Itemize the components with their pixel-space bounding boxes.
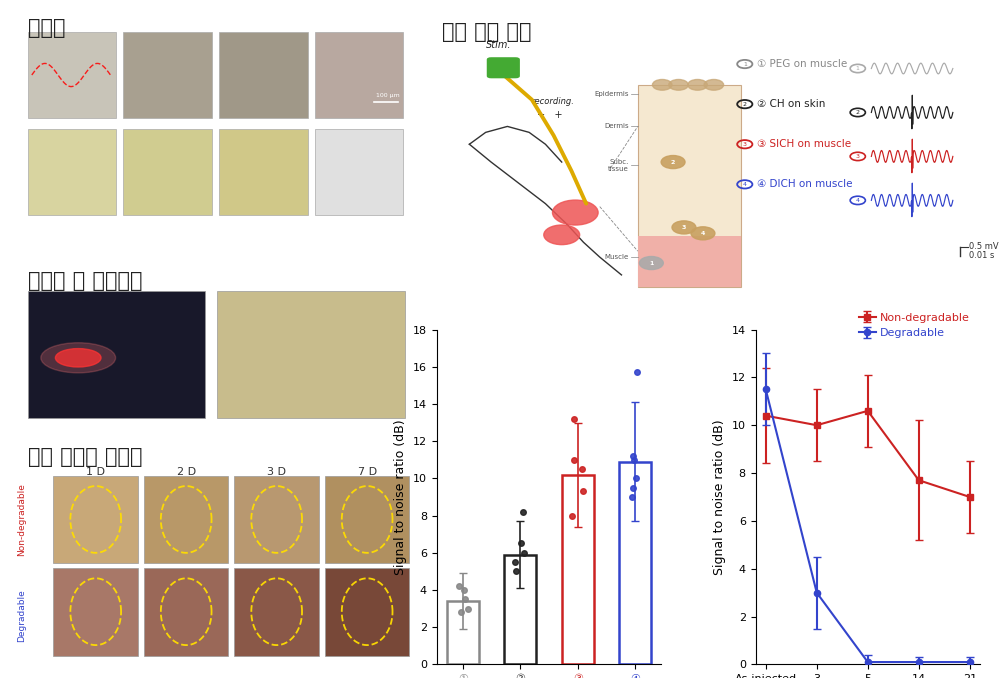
FancyBboxPatch shape bbox=[234, 475, 319, 563]
Text: recording.: recording. bbox=[532, 97, 575, 106]
FancyBboxPatch shape bbox=[325, 567, 409, 656]
Point bbox=[566, 414, 582, 424]
Text: 0.01 s: 0.01 s bbox=[969, 251, 994, 260]
Text: Subc.
tissue: Subc. tissue bbox=[608, 159, 629, 172]
Point bbox=[629, 367, 645, 378]
Point bbox=[451, 581, 467, 592]
Bar bbox=[619, 462, 651, 664]
Point bbox=[625, 482, 641, 493]
Text: 4: 4 bbox=[743, 182, 747, 187]
Text: Degradable: Degradable bbox=[17, 590, 26, 643]
Text: 2: 2 bbox=[743, 102, 747, 106]
Point bbox=[628, 473, 644, 484]
Point bbox=[516, 547, 532, 558]
Circle shape bbox=[544, 225, 580, 245]
Circle shape bbox=[41, 342, 116, 373]
Y-axis label: Signal to noise ratio (dB): Signal to noise ratio (dB) bbox=[713, 419, 726, 575]
Point bbox=[566, 454, 582, 465]
Text: 4: 4 bbox=[701, 231, 705, 236]
Text: Muscle: Muscle bbox=[605, 254, 629, 260]
FancyBboxPatch shape bbox=[28, 129, 116, 216]
Circle shape bbox=[55, 348, 101, 367]
Text: 1: 1 bbox=[649, 260, 654, 266]
Text: 7 D: 7 D bbox=[358, 466, 377, 477]
Text: ① PEG on muscle: ① PEG on muscle bbox=[757, 59, 848, 69]
Text: Dermis: Dermis bbox=[604, 123, 629, 129]
Bar bbox=[562, 475, 594, 664]
Circle shape bbox=[688, 79, 707, 90]
Text: 1: 1 bbox=[743, 62, 747, 66]
Point bbox=[624, 492, 640, 502]
Circle shape bbox=[672, 221, 696, 234]
Point bbox=[574, 464, 590, 475]
Point bbox=[507, 557, 523, 567]
Text: 4: 4 bbox=[856, 198, 860, 203]
Text: 2: 2 bbox=[856, 110, 860, 115]
Text: 2: 2 bbox=[671, 159, 675, 165]
Text: 3: 3 bbox=[856, 154, 860, 159]
Point bbox=[575, 486, 591, 497]
FancyBboxPatch shape bbox=[315, 129, 403, 216]
Text: 3: 3 bbox=[743, 142, 747, 146]
Text: 1 D: 1 D bbox=[86, 466, 105, 477]
Bar bbox=[447, 601, 479, 664]
Text: 생체 신호 측정 민감도 및 안정성: 생체 신호 측정 민감도 및 안정성 bbox=[442, 340, 641, 359]
Text: 생체 신호 측정: 생체 신호 측정 bbox=[442, 22, 532, 43]
Point bbox=[625, 451, 641, 462]
Circle shape bbox=[639, 256, 663, 270]
Text: Non-degradable: Non-degradable bbox=[17, 483, 26, 556]
FancyBboxPatch shape bbox=[638, 237, 741, 287]
Circle shape bbox=[661, 155, 685, 169]
Text: 전도성 및 등각접촉: 전도성 및 등각접촉 bbox=[28, 271, 142, 291]
FancyBboxPatch shape bbox=[123, 32, 212, 118]
Text: ② CH on skin: ② CH on skin bbox=[757, 99, 826, 109]
Text: 1: 1 bbox=[856, 66, 860, 71]
Text: Epidermis: Epidermis bbox=[595, 91, 629, 97]
Point bbox=[564, 510, 580, 521]
Point bbox=[453, 607, 469, 618]
Text: 100 μm: 100 μm bbox=[376, 93, 400, 98]
Text: 0.5 mV: 0.5 mV bbox=[969, 242, 998, 252]
Y-axis label: Signal to noise ratio (dB): Signal to noise ratio (dB) bbox=[394, 419, 407, 575]
Point bbox=[457, 594, 473, 605]
Point bbox=[515, 506, 531, 517]
Circle shape bbox=[704, 79, 724, 90]
Point bbox=[508, 566, 524, 577]
FancyBboxPatch shape bbox=[219, 129, 308, 216]
Text: −   +: − + bbox=[537, 110, 563, 120]
Point bbox=[460, 603, 476, 614]
FancyBboxPatch shape bbox=[53, 567, 138, 656]
FancyBboxPatch shape bbox=[28, 32, 116, 118]
FancyBboxPatch shape bbox=[638, 85, 741, 287]
Point bbox=[456, 584, 472, 595]
FancyBboxPatch shape bbox=[144, 567, 228, 656]
Text: 3 D: 3 D bbox=[267, 466, 286, 477]
Legend: Non-degradable, Degradable: Non-degradable, Degradable bbox=[855, 308, 974, 342]
Circle shape bbox=[669, 79, 688, 90]
Text: 주입성: 주입성 bbox=[28, 18, 65, 38]
Text: 2 D: 2 D bbox=[177, 466, 196, 477]
Circle shape bbox=[691, 227, 715, 240]
FancyBboxPatch shape bbox=[487, 57, 520, 78]
FancyBboxPatch shape bbox=[53, 475, 138, 563]
Circle shape bbox=[652, 79, 672, 90]
Bar bbox=[504, 555, 536, 664]
FancyBboxPatch shape bbox=[315, 32, 403, 118]
FancyBboxPatch shape bbox=[325, 475, 409, 563]
FancyBboxPatch shape bbox=[123, 129, 212, 216]
FancyBboxPatch shape bbox=[217, 291, 405, 418]
Text: ③ SICH on muscle: ③ SICH on muscle bbox=[757, 139, 851, 149]
Text: 조정 가능한 분해성: 조정 가능한 분해성 bbox=[28, 447, 142, 467]
Text: ④ DICH on muscle: ④ DICH on muscle bbox=[757, 180, 853, 189]
Point bbox=[626, 454, 642, 465]
Circle shape bbox=[552, 200, 598, 225]
FancyBboxPatch shape bbox=[144, 475, 228, 563]
FancyBboxPatch shape bbox=[219, 32, 308, 118]
Text: 3: 3 bbox=[682, 225, 686, 230]
Point bbox=[513, 538, 529, 549]
FancyBboxPatch shape bbox=[28, 291, 205, 418]
FancyBboxPatch shape bbox=[234, 567, 319, 656]
Text: Stim.: Stim. bbox=[486, 40, 511, 50]
